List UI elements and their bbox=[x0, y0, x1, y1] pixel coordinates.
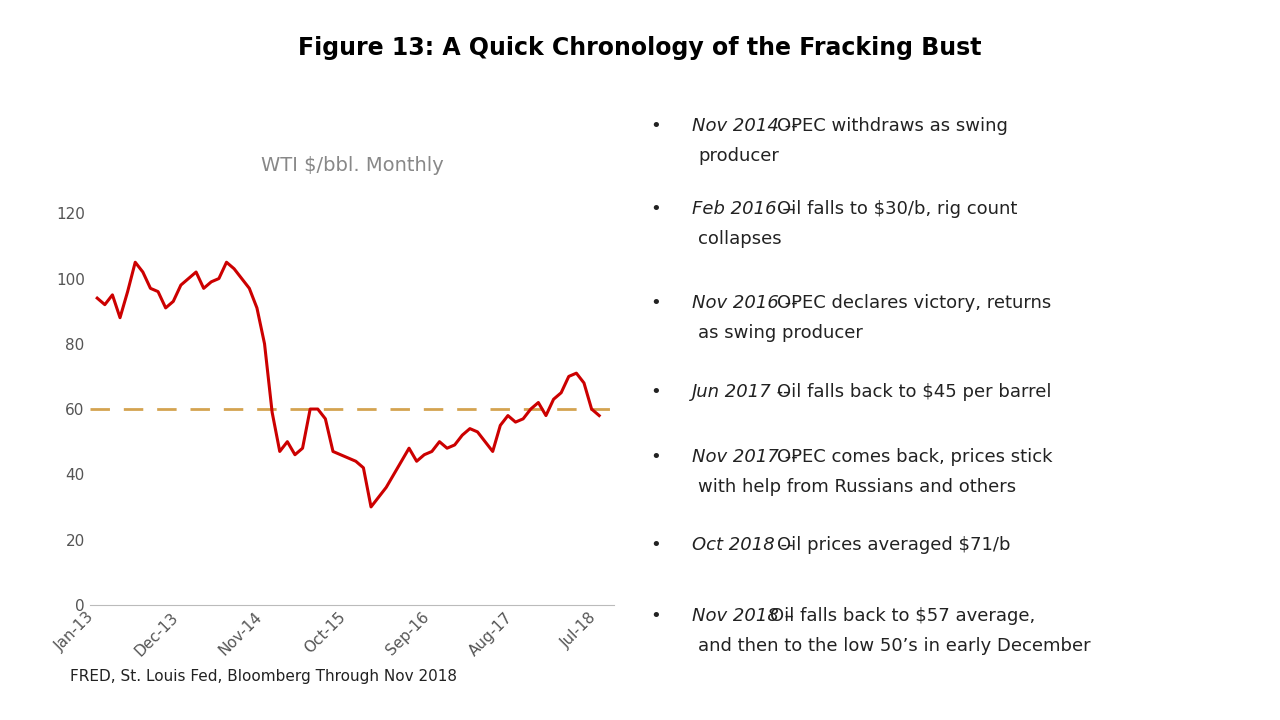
Text: producer: producer bbox=[699, 148, 780, 166]
Text: Oil prices averaged $71/b: Oil prices averaged $71/b bbox=[777, 536, 1010, 554]
Text: collapses: collapses bbox=[699, 230, 782, 248]
Text: OPEC comes back, prices stick: OPEC comes back, prices stick bbox=[777, 448, 1052, 466]
Text: and then to the low 50’s in early December: and then to the low 50’s in early Decemb… bbox=[699, 637, 1091, 655]
Text: Oil falls back to $57 average,: Oil falls back to $57 average, bbox=[771, 607, 1036, 625]
Text: Jun 2017 --: Jun 2017 -- bbox=[692, 383, 796, 401]
Text: Oil falls to $30/b, rig count: Oil falls to $30/b, rig count bbox=[777, 200, 1018, 218]
Text: •: • bbox=[650, 294, 660, 312]
Text: OPEC withdraws as swing: OPEC withdraws as swing bbox=[777, 117, 1007, 135]
Text: •: • bbox=[650, 200, 660, 218]
Text: Nov 2018 –: Nov 2018 – bbox=[692, 607, 800, 625]
Text: Nov 2017 --: Nov 2017 -- bbox=[692, 448, 804, 466]
Text: •: • bbox=[650, 607, 660, 625]
Text: •: • bbox=[650, 117, 660, 135]
Text: •: • bbox=[650, 536, 660, 554]
Text: Figure 13: A Quick Chronology of the Fracking Bust: Figure 13: A Quick Chronology of the Fra… bbox=[298, 36, 982, 60]
Text: Oil falls back to $45 per barrel: Oil falls back to $45 per barrel bbox=[777, 383, 1051, 401]
Text: •: • bbox=[650, 383, 660, 401]
Text: OPEC declares victory, returns: OPEC declares victory, returns bbox=[777, 294, 1051, 312]
Title: WTI $/bbl. Monthly: WTI $/bbl. Monthly bbox=[261, 156, 443, 174]
Text: Nov 2016 --: Nov 2016 -- bbox=[692, 294, 804, 312]
Text: •: • bbox=[650, 448, 660, 466]
Text: Nov 2014 --: Nov 2014 -- bbox=[692, 117, 804, 135]
Text: Feb 2016 --: Feb 2016 -- bbox=[692, 200, 801, 218]
Text: FRED, St. Louis Fed, Bloomberg Through Nov 2018: FRED, St. Louis Fed, Bloomberg Through N… bbox=[70, 669, 457, 684]
Text: as swing producer: as swing producer bbox=[699, 325, 863, 343]
Text: Oct 2018 --: Oct 2018 -- bbox=[692, 536, 800, 554]
Text: with help from Russians and others: with help from Russians and others bbox=[699, 478, 1016, 496]
